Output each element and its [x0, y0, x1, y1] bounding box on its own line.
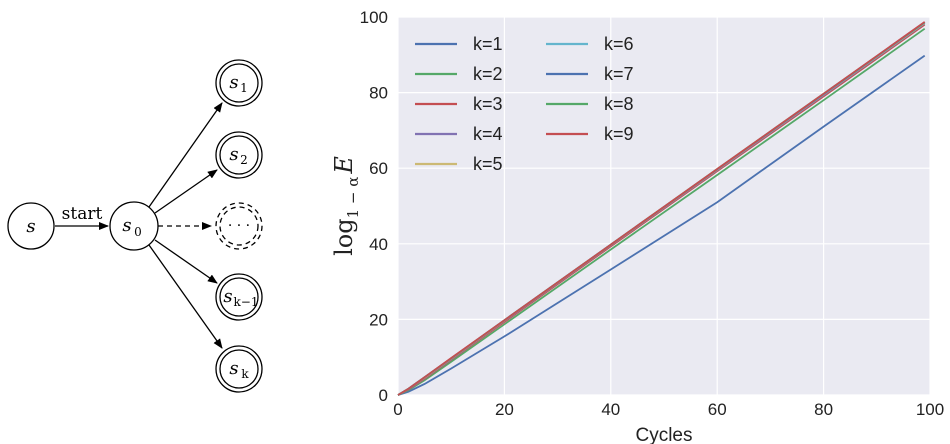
- node-sk-sub: k: [241, 367, 249, 381]
- node-s0: s 0: [109, 201, 159, 251]
- node-s2: s 2: [215, 131, 263, 179]
- x-axis-title: Cycles: [635, 425, 692, 444]
- line-chart: 0 20 40 60 80 100 0 20 40 60 80 100 Cycles log1 − …: [330, 8, 944, 444]
- legend-label: k=7: [604, 64, 634, 84]
- legend-label: k=8: [604, 94, 634, 114]
- legend-label: k=2: [473, 64, 503, 84]
- edge-s0-s2: [154, 169, 218, 214]
- state-diagram: start s s 0 s 1 s 2: [7, 59, 263, 393]
- y-axis-title: log1 − α E: [330, 156, 362, 256]
- node-s1-label: s: [229, 72, 238, 93]
- x-tick-label: 60: [708, 400, 727, 419]
- legend: k=1 k=2 k=3 k=4 k=5 k=6 k=7 k=8 k=9: [415, 34, 634, 174]
- node-s0-label: s: [122, 215, 131, 236]
- edge-s0-sk1: [154, 239, 218, 284]
- grid: [397, 16, 931, 396]
- x-tick-label: 80: [814, 400, 833, 419]
- legend-label: k=3: [473, 94, 503, 114]
- y-tick-label: 60: [369, 159, 388, 178]
- y-tick-label: 100: [360, 8, 388, 27]
- legend-label: k=1: [473, 34, 503, 54]
- y-tick-label: 0: [379, 386, 388, 405]
- y-tick-labels: 0 20 40 60 80 100: [360, 8, 388, 405]
- edge-s0-sk: [148, 244, 223, 349]
- node-sk1: s k−1: [215, 273, 263, 321]
- x-tick-label: 40: [601, 400, 620, 419]
- y-tick-label: 80: [369, 84, 388, 103]
- series-lines: [397, 21, 926, 396]
- edge-s0-s1: [148, 102, 223, 208]
- node-s1: s 1: [215, 59, 263, 107]
- y-axis-title-log: log: [330, 218, 358, 256]
- x-tick-label: 100: [916, 400, 944, 419]
- node-sk1-label: s: [223, 286, 232, 307]
- y-tick-label: 20: [369, 310, 388, 329]
- legend-label: k=6: [604, 34, 634, 54]
- y-axis-title-sub: 1 − α: [344, 177, 362, 219]
- node-s: s: [7, 202, 55, 250]
- node-sk: s k: [215, 345, 263, 393]
- y-axis-title-text: log1 − α E: [330, 156, 362, 256]
- legend-label: k=9: [604, 124, 634, 144]
- y-axis-title-var: E: [330, 156, 358, 175]
- y-tick-label: 40: [369, 235, 388, 254]
- node-dots-label: · · ·: [228, 218, 250, 234]
- edge-label-start: start: [62, 204, 103, 224]
- x-tick-label: 20: [495, 400, 514, 419]
- x-tick-labels: 0 20 40 60 80 100: [393, 400, 944, 419]
- series-line-k=1: [397, 54, 926, 396]
- node-sk1-sub: k−1: [234, 295, 259, 309]
- node-sk-label: s: [229, 358, 238, 379]
- node-s0-sub: 0: [134, 225, 142, 239]
- node-s1-sub: 1: [240, 81, 248, 95]
- node-s2-label: s: [229, 144, 238, 165]
- node-s2-sub: 2: [240, 153, 248, 167]
- legend-label: k=4: [473, 124, 503, 144]
- node-s-label: s: [26, 216, 35, 237]
- series-line-k=9: [397, 21, 926, 396]
- x-tick-label: 0: [393, 400, 402, 419]
- legend-label: k=5: [473, 154, 503, 174]
- node-dots: · · ·: [215, 202, 263, 250]
